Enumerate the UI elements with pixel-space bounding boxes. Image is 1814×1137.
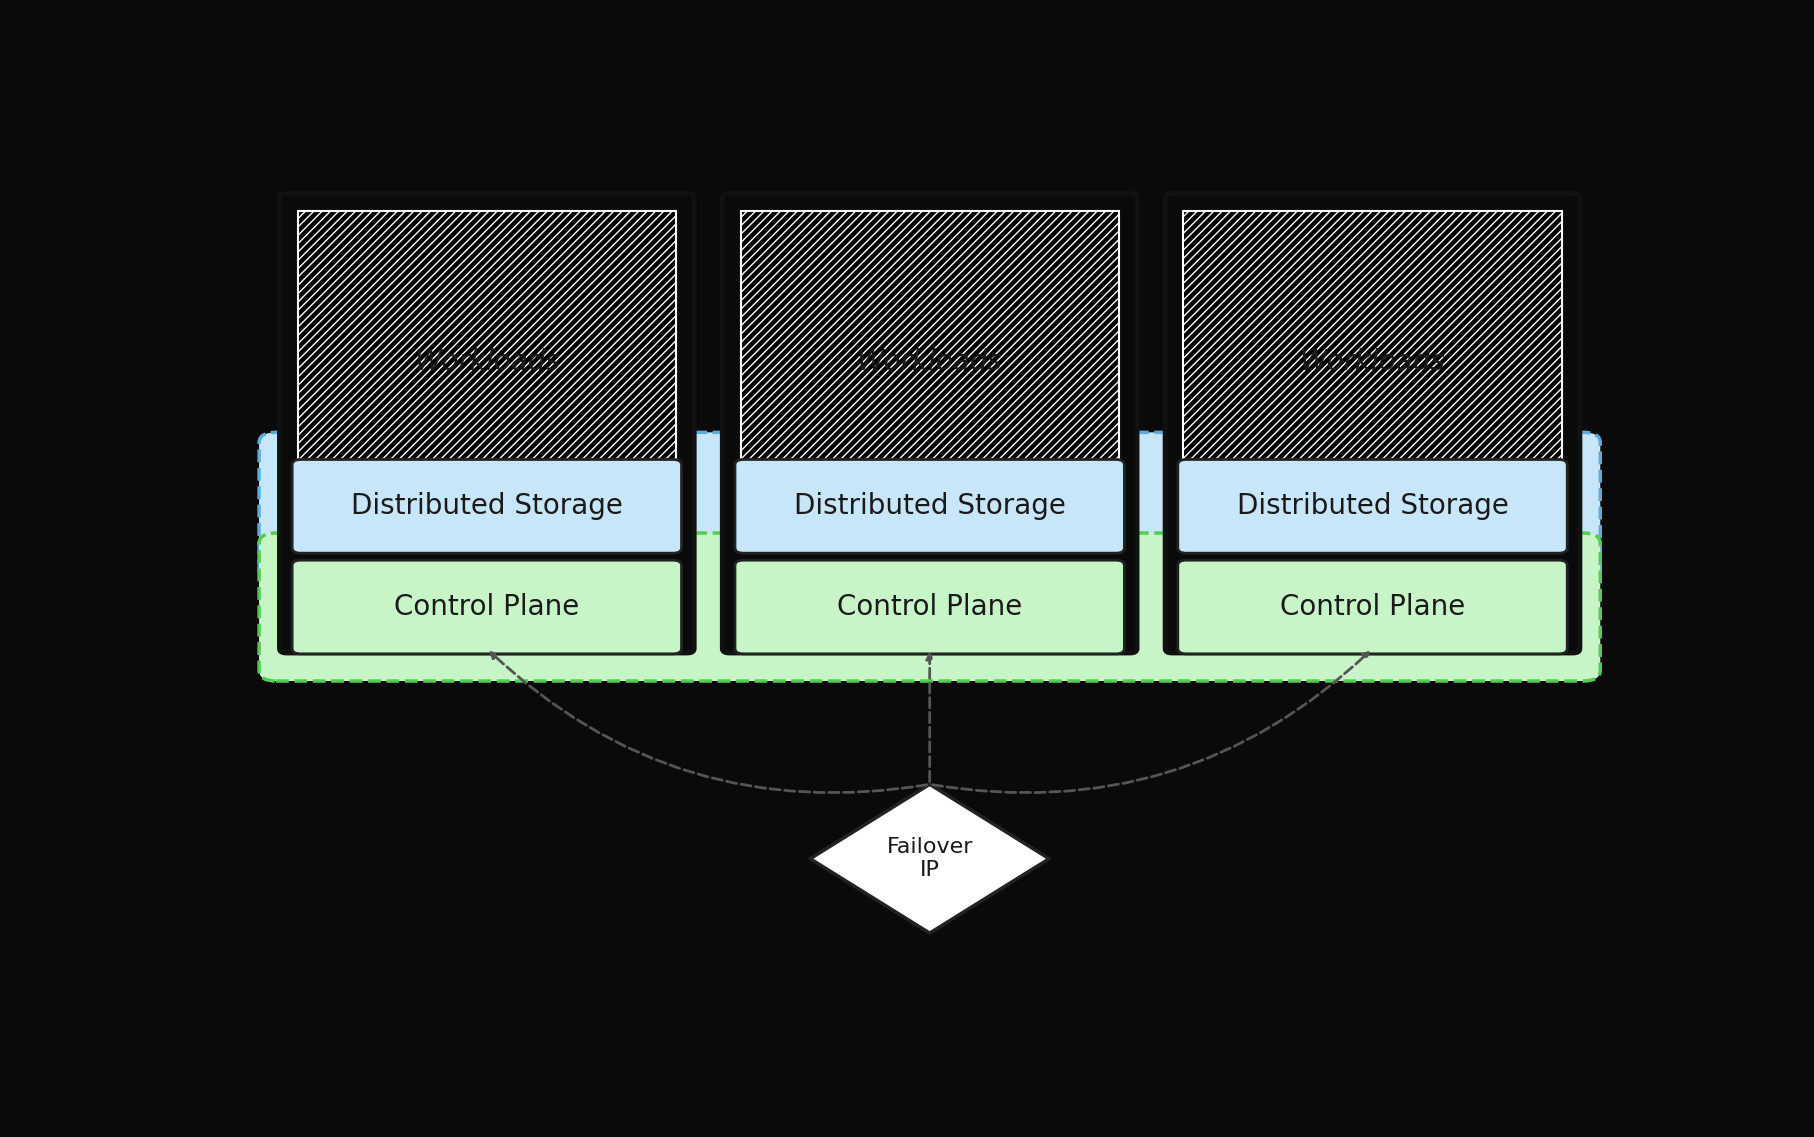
Bar	[740, 210, 1119, 513]
Text: Workloads: Workloads	[414, 348, 561, 376]
FancyBboxPatch shape	[1177, 459, 1567, 554]
Bar	[297, 210, 677, 513]
Text: Control Plane: Control Plane	[1281, 594, 1466, 621]
Text: Workloads: Workloads	[1299, 348, 1446, 376]
FancyBboxPatch shape	[735, 561, 1125, 654]
FancyBboxPatch shape	[735, 459, 1125, 554]
Text: Distributed Storage: Distributed Storage	[350, 492, 622, 521]
FancyBboxPatch shape	[292, 459, 682, 554]
FancyBboxPatch shape	[279, 193, 695, 653]
FancyBboxPatch shape	[259, 533, 1600, 681]
Polygon shape	[811, 785, 1048, 933]
Text: Workloads: Workloads	[856, 348, 1003, 376]
Bar	[1183, 210, 1562, 513]
FancyBboxPatch shape	[1165, 193, 1580, 653]
Text: Control Plane: Control Plane	[394, 594, 579, 621]
Text: Control Plane: Control Plane	[836, 594, 1023, 621]
Text: Failover
IP: Failover IP	[887, 837, 972, 880]
Text: Distributed Storage: Distributed Storage	[795, 492, 1065, 521]
FancyBboxPatch shape	[259, 432, 1600, 580]
FancyBboxPatch shape	[292, 561, 682, 654]
FancyBboxPatch shape	[1177, 561, 1567, 654]
Text: Distributed Storage: Distributed Storage	[1237, 492, 1509, 521]
FancyBboxPatch shape	[722, 193, 1137, 653]
